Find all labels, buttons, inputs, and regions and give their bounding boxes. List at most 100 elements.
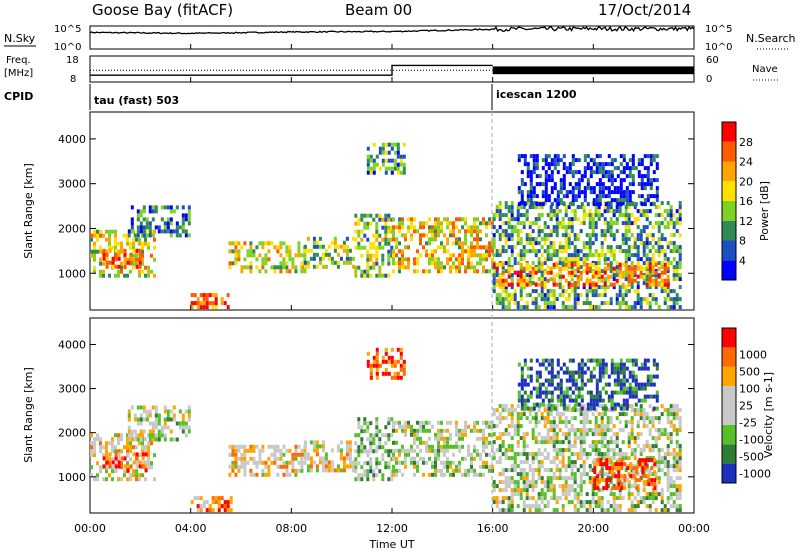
range-gate-cell bbox=[663, 464, 667, 469]
range-gate-cell bbox=[111, 469, 114, 474]
range-gate-cell bbox=[363, 421, 367, 426]
range-gate-cell bbox=[476, 241, 479, 246]
range-gate-cell bbox=[428, 261, 431, 266]
range-gate-cell bbox=[649, 378, 653, 383]
range-gate-cell bbox=[660, 278, 664, 283]
range-gate-cell bbox=[485, 452, 488, 457]
range-gate-cell bbox=[513, 301, 517, 306]
range-gate-cell bbox=[672, 456, 676, 461]
range-gate-cell bbox=[132, 248, 136, 253]
range-gate-cell bbox=[585, 412, 589, 417]
range-gate-cell bbox=[573, 428, 577, 433]
range-gate-cell bbox=[547, 162, 551, 167]
range-gate-cell bbox=[407, 217, 410, 222]
range-gate-cell bbox=[633, 480, 637, 485]
range-gate-cell bbox=[267, 468, 271, 473]
colorbar-swatch bbox=[722, 122, 736, 142]
range-gate-cell bbox=[237, 468, 241, 473]
range-gate-cell bbox=[410, 221, 413, 226]
range-gate-cell bbox=[513, 480, 517, 485]
range-gate-cell bbox=[402, 371, 406, 376]
range-gate-cell bbox=[369, 461, 373, 466]
range-gate-cell bbox=[552, 404, 556, 409]
range-gate-cell bbox=[133, 413, 137, 418]
range-gate-cell bbox=[144, 468, 148, 473]
range-gate-cell bbox=[640, 194, 644, 199]
range-gate-cell bbox=[598, 198, 602, 203]
range-gate-cell bbox=[117, 256, 121, 261]
range-gate-cell bbox=[589, 170, 593, 175]
range-gate-cell bbox=[392, 440, 395, 445]
nsky-series-segment bbox=[89, 31, 191, 35]
range-gate-cell bbox=[534, 500, 538, 505]
range-gate-cell bbox=[369, 158, 373, 163]
range-gate-cell bbox=[642, 500, 646, 505]
range-gate-cell bbox=[99, 465, 102, 470]
range-gate-cell bbox=[354, 465, 358, 470]
range-gate-cell bbox=[601, 386, 605, 391]
range-gate-cell bbox=[372, 170, 376, 175]
range-gate-cell bbox=[470, 456, 473, 461]
range-gate-cell bbox=[470, 452, 473, 457]
range-gate-cell bbox=[464, 269, 467, 274]
range-gate-cell bbox=[138, 241, 141, 246]
range-gate-cell bbox=[458, 217, 461, 222]
range-gate-cell bbox=[666, 297, 670, 302]
range-gate-cell bbox=[513, 257, 517, 262]
range-gate-cell bbox=[544, 170, 548, 175]
range-gate-cell bbox=[630, 262, 634, 267]
range-gate-cell bbox=[348, 452, 352, 457]
range-gate-cell bbox=[632, 474, 636, 479]
range-gate-cell bbox=[663, 432, 667, 437]
range-gate-cell bbox=[228, 261, 232, 266]
range-gate-cell bbox=[660, 412, 664, 417]
date-title: 17/Oct/2014 bbox=[598, 1, 691, 19]
range-gate-cell bbox=[495, 448, 499, 453]
range-gate-cell bbox=[479, 229, 482, 234]
range-gate-cell bbox=[163, 229, 167, 234]
range-gate-cell bbox=[398, 452, 401, 457]
range-gate-cell bbox=[649, 182, 653, 187]
range-gate-cell bbox=[375, 253, 379, 258]
range-gate-cell bbox=[666, 468, 670, 473]
range-gate-cell bbox=[631, 154, 635, 159]
range-gate-cell bbox=[669, 496, 673, 501]
range-gate-cell bbox=[607, 178, 611, 183]
range-gate-cell bbox=[607, 190, 611, 195]
range-gate-cell bbox=[532, 166, 536, 171]
range-gate-cell bbox=[663, 301, 667, 306]
range-gate-cell bbox=[614, 466, 618, 471]
range-gate-cell bbox=[646, 382, 650, 387]
range-gate-cell bbox=[592, 198, 596, 203]
range-gate-cell bbox=[495, 213, 499, 218]
range-gate-cell bbox=[419, 436, 422, 441]
range-gate-cell bbox=[507, 412, 511, 417]
range-gate-cell bbox=[571, 406, 575, 411]
range-gate-cell bbox=[390, 217, 394, 222]
range-gate-cell bbox=[401, 448, 404, 453]
range-gate-cell bbox=[645, 265, 649, 270]
range-gate-cell bbox=[117, 264, 121, 269]
range-gate-cell bbox=[588, 504, 592, 509]
range-gate-cell bbox=[523, 158, 527, 163]
range-gate-cell bbox=[228, 452, 232, 457]
range-gate-cell bbox=[360, 445, 364, 450]
range-gate-cell bbox=[300, 265, 304, 270]
range-gate-cell bbox=[586, 154, 590, 159]
range-gate-cell bbox=[507, 468, 511, 473]
range-gate-cell bbox=[535, 174, 539, 179]
range-gate-cell bbox=[663, 270, 667, 275]
range-gate-cell bbox=[520, 370, 524, 375]
range-gate-cell bbox=[588, 262, 592, 267]
range-gate-cell bbox=[522, 278, 526, 283]
range-gate-cell bbox=[381, 359, 385, 364]
range-gate-cell bbox=[375, 421, 379, 426]
range-gate-cell bbox=[561, 233, 565, 238]
range-gate-cell bbox=[564, 420, 568, 425]
range-gate-cell bbox=[593, 462, 597, 467]
range-gate-cell bbox=[535, 158, 539, 163]
range-gate-cell bbox=[407, 424, 410, 429]
range-gate-cell bbox=[196, 301, 200, 306]
range-gate-cell bbox=[549, 213, 553, 218]
range-gate-cell bbox=[446, 464, 449, 469]
